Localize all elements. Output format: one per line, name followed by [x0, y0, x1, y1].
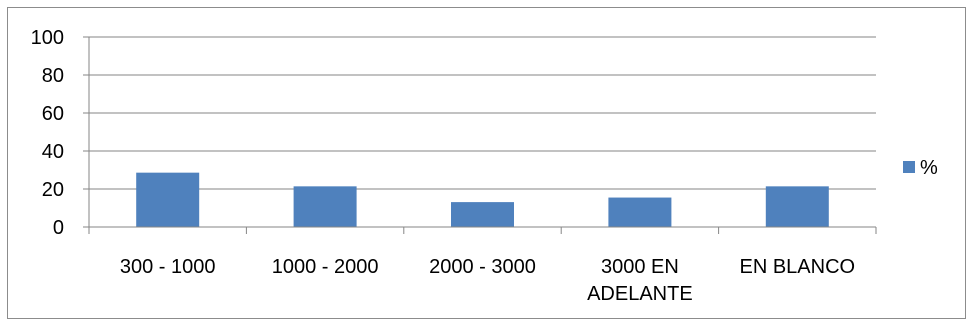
- chart-frame: [7, 7, 966, 319]
- x-tick-label: 300 - 1000: [120, 256, 216, 278]
- x-tick-label: EN BLANCO: [740, 256, 856, 278]
- bar: [451, 202, 514, 227]
- x-tick-label: 3000 EN ADELANTE: [587, 256, 693, 305]
- legend-swatch: [903, 161, 915, 173]
- legend: %: [903, 157, 938, 179]
- x-axis: [83, 36, 877, 234]
- y-tick-label: 60: [42, 103, 64, 125]
- bar: [765, 186, 829, 227]
- bar: [136, 172, 200, 227]
- bar: [293, 186, 357, 227]
- legend-label: %: [920, 157, 938, 179]
- x-tick-label: 2000 - 3000: [429, 256, 536, 278]
- y-tick-label: 0: [53, 217, 64, 239]
- bar: [608, 197, 672, 227]
- y-axis-ticks: 0 20 40 60 80 100: [31, 27, 64, 239]
- bars: [136, 172, 829, 227]
- y-tick-label: 100: [31, 27, 64, 49]
- x-axis-labels: 300 - 1000 1000 - 2000 2000 - 3000 3000 EN A…: [120, 256, 855, 305]
- x-tick-label: 1000 - 2000: [272, 256, 379, 278]
- gridlines: [89, 36, 876, 190]
- y-tick-label: 80: [42, 65, 64, 87]
- y-tick-label: 40: [42, 141, 64, 163]
- y-tick-label: 20: [42, 179, 64, 201]
